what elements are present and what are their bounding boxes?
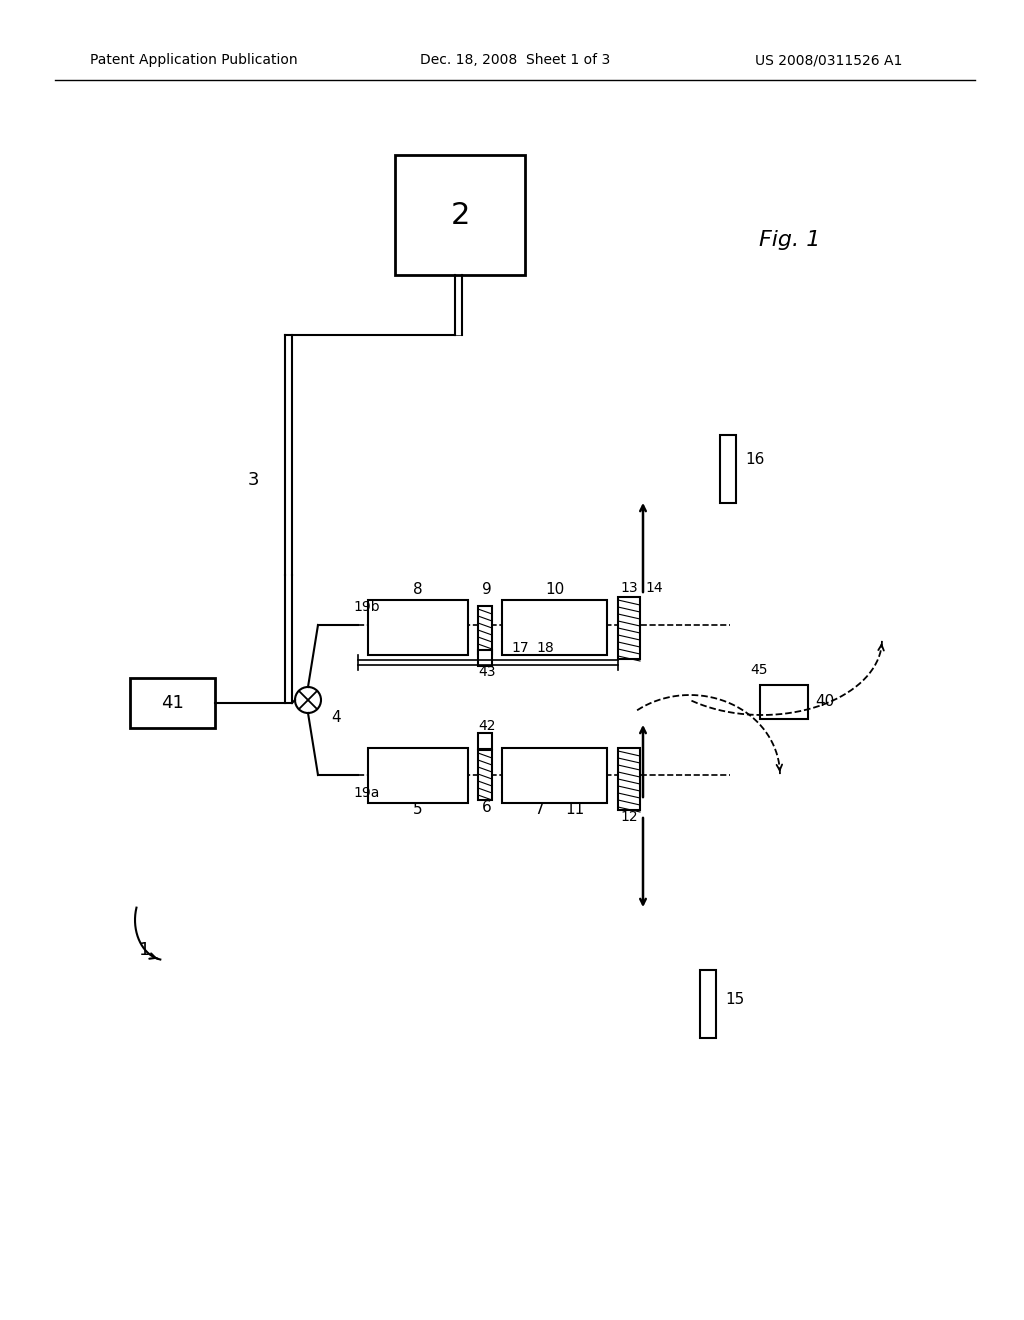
Bar: [618, 597, 640, 659]
Bar: [368, 748, 468, 803]
Bar: [760, 685, 808, 719]
Text: 17: 17: [511, 642, 528, 655]
Text: 14: 14: [645, 581, 663, 595]
Text: Dec. 18, 2008  Sheet 1 of 3: Dec. 18, 2008 Sheet 1 of 3: [420, 53, 610, 67]
Text: 11: 11: [565, 803, 585, 817]
Text: 1: 1: [139, 941, 151, 960]
Bar: [502, 748, 607, 803]
Text: US 2008/0311526 A1: US 2008/0311526 A1: [755, 53, 902, 67]
Bar: [130, 678, 215, 729]
Text: 2: 2: [451, 201, 470, 230]
Text: 5: 5: [414, 803, 423, 817]
Bar: [478, 733, 492, 748]
Text: 4: 4: [331, 710, 341, 726]
Text: 41: 41: [161, 694, 183, 711]
Bar: [478, 649, 492, 667]
Text: 18: 18: [537, 642, 554, 655]
Text: 19a: 19a: [353, 785, 379, 800]
Bar: [368, 601, 468, 655]
Text: 3: 3: [248, 471, 259, 488]
Bar: [618, 748, 640, 810]
Text: 43: 43: [478, 665, 496, 678]
Text: 10: 10: [546, 582, 564, 598]
Bar: [395, 154, 525, 275]
Text: 42: 42: [478, 719, 496, 733]
Text: 19b: 19b: [353, 601, 380, 614]
Text: 12: 12: [620, 810, 638, 824]
Bar: [502, 601, 607, 655]
Bar: [700, 970, 716, 1038]
Text: 9: 9: [482, 582, 492, 598]
Text: 6: 6: [482, 800, 492, 816]
Bar: [478, 606, 492, 653]
Text: 7: 7: [536, 803, 545, 817]
Text: 45: 45: [750, 663, 768, 677]
Text: 15: 15: [725, 993, 744, 1007]
Text: 13: 13: [620, 581, 638, 595]
Text: 40: 40: [815, 694, 835, 710]
Bar: [720, 436, 736, 503]
Text: 16: 16: [745, 453, 764, 467]
Bar: [478, 750, 492, 800]
Text: 8: 8: [414, 582, 423, 598]
Text: Fig. 1: Fig. 1: [760, 230, 820, 249]
Text: Patent Application Publication: Patent Application Publication: [90, 53, 298, 67]
